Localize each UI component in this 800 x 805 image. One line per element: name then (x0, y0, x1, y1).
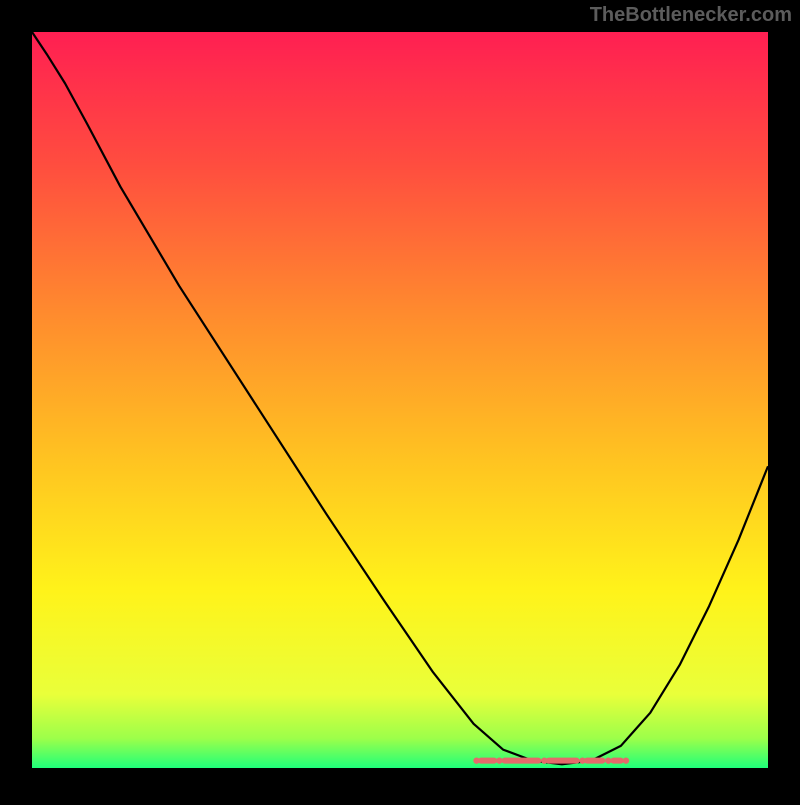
marker-dot (496, 757, 502, 763)
watermark-text: TheBottlenecker.com (590, 4, 792, 27)
marker-dot (473, 757, 479, 763)
bottleneck-chart (0, 0, 800, 800)
marker-dot (605, 757, 611, 763)
gradient-background (32, 32, 768, 768)
marker-dot (623, 757, 629, 763)
marker-dot (541, 757, 547, 763)
marker-dot (579, 757, 585, 763)
chart-container: TheBottlenecker.com (0, 0, 800, 800)
